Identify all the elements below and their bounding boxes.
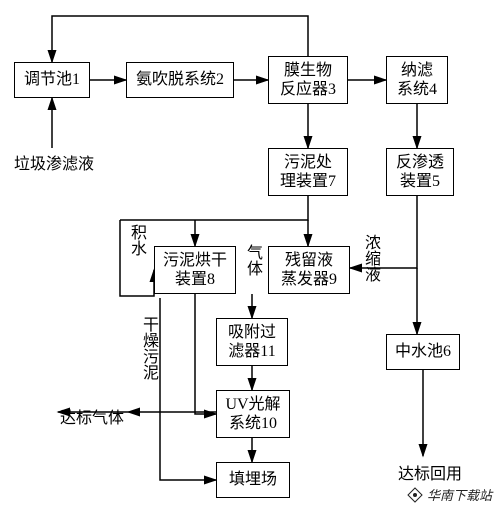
node-n10: UV光解系统10 — [216, 390, 290, 438]
label-nongsuo: 浓缩液 — [362, 234, 378, 282]
node-n6: 中水池6 — [386, 334, 460, 370]
label-qiti: 气体 — [244, 244, 260, 276]
label-jishui: 积水 — [128, 224, 144, 256]
node-nL: 填埋场 — [216, 462, 290, 498]
node-n4: 纳滤系统4 — [386, 56, 448, 104]
node-n2: 氨吹脱系统2 — [126, 62, 234, 98]
label-input: 垃圾渗滤液 — [14, 150, 94, 174]
watermark-text: 华南下载站 — [427, 485, 492, 504]
edge-e-8-10 — [195, 294, 216, 414]
label-ganzao: 干燥污泥 — [140, 316, 156, 380]
edge-e-8-land — [160, 298, 216, 480]
label-dabiaoQ: 达标气体 — [60, 404, 124, 428]
node-n8: 污泥烘干装置8 — [154, 246, 236, 294]
node-n11: 吸附过滤器11 — [216, 318, 288, 366]
node-n1: 调节池1 — [14, 62, 90, 98]
edge-e-7-8-split — [120, 196, 308, 220]
node-n9: 残留液蒸发器9 — [268, 246, 350, 294]
watermark: 华南下载站 — [407, 485, 492, 504]
edge-e-5-9 — [350, 196, 417, 268]
label-dabiaoH: 达标回用 — [398, 460, 462, 484]
node-n5: 反渗透装置5 — [386, 148, 454, 196]
node-n3: 膜生物反应器3 — [268, 56, 348, 104]
node-n7: 污泥处理装置7 — [268, 148, 348, 196]
